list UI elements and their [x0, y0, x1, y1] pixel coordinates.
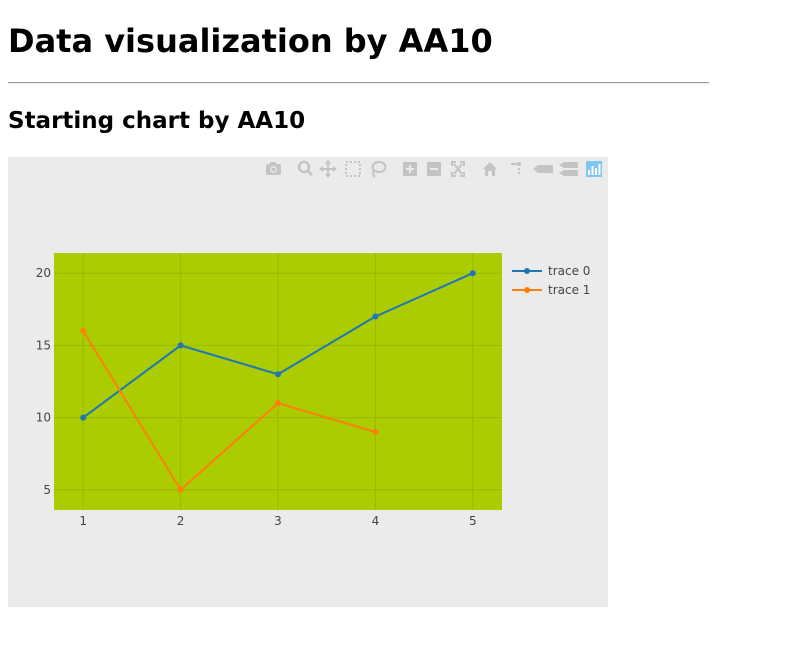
page-title: Data visualization by AA10 [8, 22, 493, 60]
tick-labels: 1 2 3 4 5 5 10 15 20 [36, 266, 477, 528]
autoscale-icon[interactable] [451, 161, 465, 177]
line-chart[interactable]: 1 2 3 4 5 5 10 15 20 trace 0 trace 1 [8, 157, 608, 607]
x-tick-label: 2 [177, 514, 185, 528]
box-select-icon[interactable] [345, 161, 361, 177]
data-point[interactable] [469, 270, 476, 277]
x-tick-label: 3 [274, 514, 282, 528]
data-point[interactable] [177, 486, 184, 493]
x-tick-label: 1 [79, 514, 87, 528]
hover-closest-icon[interactable] [533, 165, 553, 173]
x-tick-label: 5 [469, 514, 477, 528]
series-line[interactable] [82, 330, 376, 492]
modebar [266, 160, 602, 178]
legend-label: trace 0 [548, 264, 590, 278]
gridlines [54, 253, 502, 510]
zoom-out-icon[interactable] [427, 162, 441, 176]
data-point[interactable] [275, 400, 281, 407]
data-point[interactable] [372, 313, 379, 320]
y-tick-label: 20 [36, 266, 51, 280]
spike-lines-icon[interactable] [511, 162, 521, 174]
chart-container: 1 2 3 4 5 5 10 15 20 trace 0 trace 1 [8, 157, 608, 607]
y-tick-label: 10 [36, 411, 51, 425]
horizontal-divider [8, 82, 709, 84]
y-tick-label: 5 [43, 483, 51, 497]
data-point[interactable] [275, 371, 281, 378]
lasso-icon[interactable] [371, 161, 387, 178]
legend-item[interactable]: trace 1 [512, 283, 590, 297]
zoom-icon[interactable] [297, 160, 314, 177]
series-1[interactable] [80, 327, 379, 493]
x-tick-label: 4 [372, 514, 380, 528]
home-icon[interactable] [483, 162, 497, 176]
legend-item[interactable]: trace 0 [512, 264, 590, 278]
legend-marker-swatch [524, 287, 530, 293]
legend: trace 0 trace 1 [512, 264, 590, 297]
data-point[interactable] [372, 429, 379, 436]
section-title: Starting chart by AA10 [8, 108, 306, 134]
zoom-in-icon[interactable] [403, 162, 417, 176]
traces [80, 270, 476, 493]
data-point[interactable] [80, 414, 87, 421]
data-point[interactable] [177, 342, 184, 349]
series-0[interactable] [80, 270, 476, 421]
camera-icon[interactable] [266, 162, 281, 175]
legend-label: trace 1 [548, 283, 590, 297]
hover-compare-icon[interactable] [559, 162, 578, 176]
legend-marker-swatch [524, 268, 530, 274]
data-point[interactable] [80, 327, 87, 334]
plotly-logo-icon[interactable] [586, 161, 602, 177]
pan-icon[interactable] [319, 160, 337, 178]
y-tick-label: 15 [36, 338, 51, 352]
